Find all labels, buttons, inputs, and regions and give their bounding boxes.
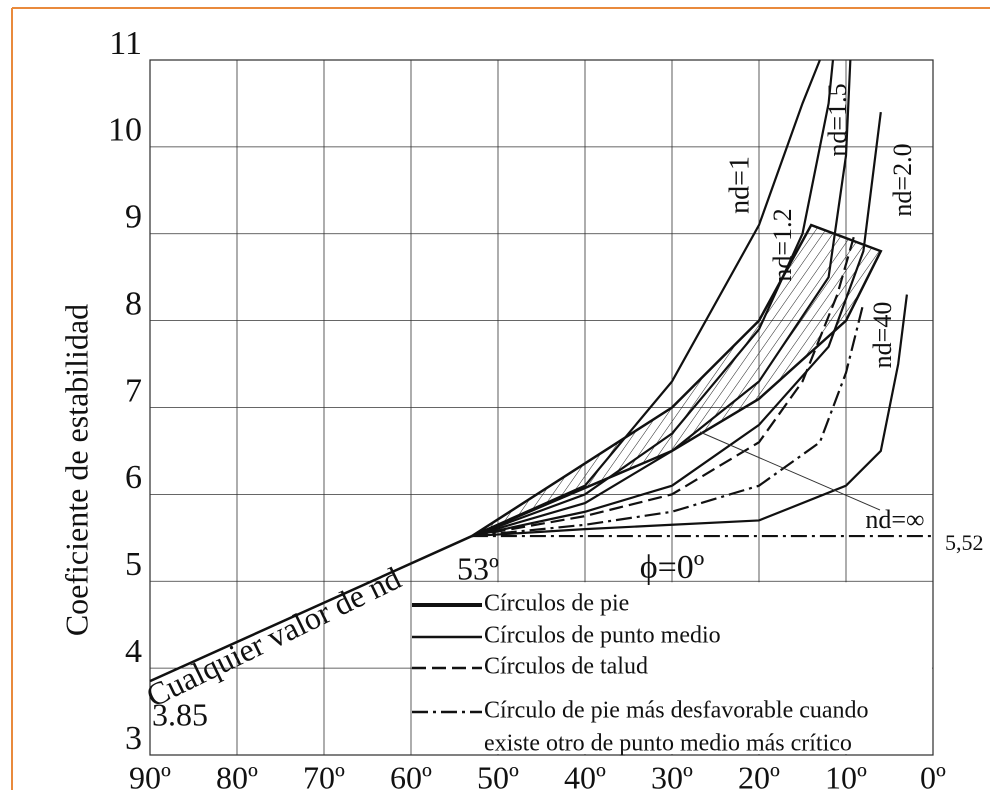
y-tick-label: 6 xyxy=(125,459,142,496)
curve xyxy=(471,302,865,538)
y-tick-label: 4 xyxy=(125,633,142,670)
annotation: 5,52 xyxy=(945,530,984,555)
annotation: 3.85 xyxy=(152,696,208,732)
x-tick-label: 20º xyxy=(738,759,780,790)
curve-label: nd=1.2 xyxy=(768,208,797,281)
x-tick-label: 70º xyxy=(303,759,345,790)
x-tick-label: 40º xyxy=(564,759,606,790)
y-tick-label: 8 xyxy=(125,285,142,322)
curve-label: nd=40 xyxy=(868,302,897,369)
curve-label: nd=2.0 xyxy=(888,143,917,216)
y-tick-label: 3 xyxy=(125,720,142,757)
legend-label: existe otro de punto medio más crítico xyxy=(484,731,852,757)
x-tick-label: 50º xyxy=(477,759,519,790)
legend-label: Círculos de talud xyxy=(484,654,648,680)
x-tick-label: 10º xyxy=(825,759,867,790)
leader-line xyxy=(699,431,881,511)
hatched-region xyxy=(471,223,883,538)
y-tick-label: 5 xyxy=(125,546,142,583)
curve-label: nd=1.5 xyxy=(823,83,852,156)
curve xyxy=(471,59,835,538)
curve-label: nd=1 xyxy=(724,156,755,214)
y-tick-label: 10 xyxy=(108,112,142,149)
y-tick-label: 9 xyxy=(125,199,142,236)
x-tick-label: 60º xyxy=(390,759,432,790)
legend-label: Círculos de pie xyxy=(484,591,629,617)
y-tick-label: 11 xyxy=(109,25,142,62)
x-tick-label: 30º xyxy=(651,759,693,790)
x-tick-label: 90º xyxy=(129,759,171,790)
y-tick-label: 7 xyxy=(125,372,142,409)
annotation: 53º xyxy=(457,550,499,586)
curve xyxy=(471,294,908,538)
curve xyxy=(471,59,821,538)
curve xyxy=(471,59,852,538)
y-axis-title: Coeficiente de estabilidad xyxy=(58,304,94,636)
curve-label: nd=∞ xyxy=(865,505,924,534)
curve xyxy=(471,233,856,538)
x-tick-label: 80º xyxy=(216,759,258,790)
legend-label: Círculo de pie más desfavorable cuando xyxy=(484,698,869,724)
annotation: ϕ=0º xyxy=(640,549,705,586)
legend-label: Círculos de punto medio xyxy=(484,623,721,649)
curve xyxy=(471,111,882,538)
curve xyxy=(149,534,473,683)
x-tick-label: 0º xyxy=(920,759,946,790)
legend: Círculos de pie Círculos de punto medio Cí… xyxy=(412,582,932,757)
legend-box xyxy=(412,582,932,754)
